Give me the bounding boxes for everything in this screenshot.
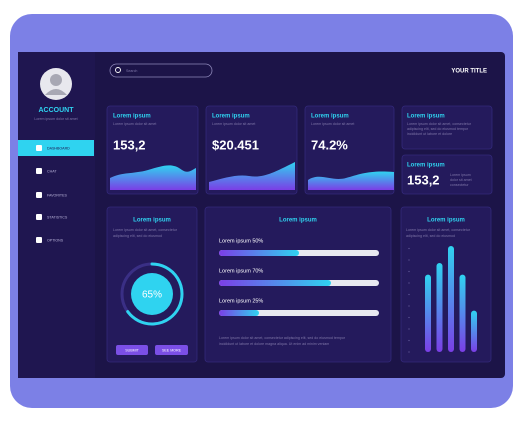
axis-dot: [408, 293, 410, 296]
search-placeholder: Search: [126, 69, 137, 73]
card-text: Lorem ipsum dolor sit amet, consectetur: [407, 122, 472, 126]
progress-label: Lorem ipsum 25%: [219, 298, 263, 304]
menu-active[interactable]: [18, 140, 94, 156]
avatar-body: [45, 89, 67, 95]
bar: [425, 274, 431, 352]
axis-dot: [408, 305, 410, 307]
bar: [471, 310, 477, 352]
progress-label: Lorem ipsum 70%: [219, 268, 263, 274]
card-value: 153,2: [407, 172, 440, 187]
card-text: incididunt ut labore et dolore magna ali…: [219, 342, 329, 346]
progress-bar: [219, 310, 259, 316]
axis-dot: [408, 259, 410, 261]
donut-center: [131, 273, 173, 315]
card-text: Lorem ipsum dolor sit amet, consectetur: [406, 228, 471, 232]
axis-dot: [408, 351, 410, 353]
menu-label[interactable]: OPTIONS: [47, 238, 64, 242]
card-value: 153,2: [113, 137, 146, 152]
card-text: adipiscing elit, sed do eiusmod: [113, 234, 162, 238]
wave: [308, 171, 394, 190]
axis-dot: [408, 270, 410, 273]
axis-dot: [408, 316, 410, 319]
card-title: Lorem ipsum: [279, 218, 317, 224]
button-label: SUBMIT: [125, 348, 139, 352]
card-text: Lorem ipsum dolor sit amet, consectetur …: [219, 336, 346, 340]
button[interactable]: [155, 345, 188, 355]
card-text: Lorem ipsum dolor sit amet: [113, 122, 156, 126]
donut-label: 65%: [142, 290, 162, 301]
progress-label: Lorem ipsum 50%: [219, 238, 263, 244]
wave: [209, 162, 295, 190]
axis-dot: [408, 328, 410, 330]
donut-arc: [126, 262, 184, 326]
menu-icon[interactable]: [36, 237, 42, 243]
menu-icon[interactable]: [36, 214, 42, 220]
progress-bar: [219, 280, 331, 286]
account-text: Lorem ipsum dolor sit amet: [34, 117, 77, 121]
search-icon: [115, 67, 121, 73]
menu-label[interactable]: STATISTICS: [47, 215, 68, 219]
menu-icon[interactable]: [36, 192, 42, 198]
info-card: [401, 105, 493, 150]
button[interactable]: [116, 345, 148, 355]
card-text: adipiscing elit, sed do eiusmod: [406, 234, 455, 238]
card-title: Lorem ipsum: [407, 114, 445, 120]
card-text: adipiscing elit, sed do eiusmod tempor: [407, 127, 469, 131]
card-value: $20.451: [212, 137, 259, 152]
card-title: Lorem ipsum: [407, 163, 445, 169]
card-value: 74.2%: [311, 137, 348, 152]
menu-icon[interactable]: [36, 145, 42, 151]
bar-card: [400, 206, 492, 363]
card-text: Lorem ipsum dolor sit amet: [212, 122, 255, 126]
card-text: dolor sit amet: [450, 178, 472, 182]
axis-dot: [408, 339, 410, 342]
page-title: YOUR TITLE: [451, 69, 487, 75]
mini-card: [401, 154, 493, 195]
card-text: Lorem ipsum dolor sit amet, consectetur: [113, 228, 178, 232]
axis-dot: [408, 282, 410, 284]
bar: [459, 274, 466, 352]
card-text: consectetur: [450, 183, 469, 187]
progress-bar: [219, 250, 299, 256]
menu-icon[interactable]: [36, 168, 42, 174]
menu-label[interactable]: CHAT: [47, 169, 57, 173]
sidebar: [18, 52, 95, 378]
account-title: ACCOUNT: [39, 107, 75, 114]
search-box[interactable]: [109, 63, 213, 78]
card-text: Lorem ipsum dolor sit amet: [311, 122, 354, 126]
card-text: incididunt ut labore et dolore: [407, 132, 452, 136]
axis-dot: [408, 247, 410, 250]
button-label: SEE MORE: [162, 348, 182, 352]
card-title: Lorem ipsum: [113, 114, 151, 120]
progress-track: [219, 310, 379, 316]
avatar-head: [50, 74, 62, 86]
bar: [436, 262, 443, 352]
menu-label[interactable]: DASHBOARD: [47, 146, 70, 150]
bar: [448, 246, 454, 352]
card-title: Lorem ipsum: [427, 218, 465, 224]
card-title: Lorem ipsum: [133, 218, 171, 224]
menu-label[interactable]: FAVORITES: [47, 193, 68, 197]
card-text: Lorem ipsum: [450, 173, 471, 177]
card-title: Lorem ipsum: [212, 114, 250, 120]
card-title: Lorem ipsum: [311, 114, 349, 120]
wave: [110, 165, 196, 190]
